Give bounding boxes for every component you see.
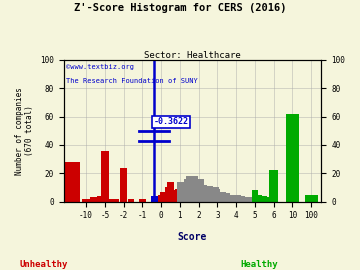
Bar [173, 193, 179, 202]
Bar [239, 196, 245, 202]
Bar [263, 197, 269, 202]
Bar [139, 199, 145, 202]
Bar [120, 168, 127, 202]
Bar [86, 199, 94, 202]
Bar [90, 197, 97, 202]
Bar [261, 196, 267, 202]
Bar [207, 186, 213, 202]
Bar [228, 195, 234, 202]
Bar [267, 197, 273, 202]
Bar [111, 199, 119, 202]
Bar [192, 176, 198, 202]
Bar [250, 197, 256, 202]
Bar [240, 197, 247, 202]
Bar [101, 151, 109, 202]
Bar [235, 195, 241, 202]
Bar [237, 196, 243, 202]
Bar [199, 185, 206, 202]
Text: ©www.textbiz.org: ©www.textbiz.org [66, 64, 134, 70]
X-axis label: Score: Score [178, 231, 207, 241]
Bar [180, 183, 187, 202]
Bar [82, 199, 90, 202]
Text: Z'-Score Histogram for CERS (2016): Z'-Score Histogram for CERS (2016) [74, 3, 286, 13]
Bar [286, 114, 299, 202]
Bar [218, 192, 224, 202]
Y-axis label: Number of companies
(670 total): Number of companies (670 total) [15, 87, 35, 175]
Bar [158, 195, 164, 202]
Bar [97, 196, 105, 202]
Bar [222, 193, 228, 202]
Text: -0.3622: -0.3622 [153, 117, 188, 126]
Bar [203, 186, 209, 202]
Bar [246, 197, 252, 202]
Bar [269, 170, 278, 202]
Bar [220, 192, 226, 202]
Bar [248, 197, 254, 202]
Bar [167, 182, 174, 202]
Bar [184, 179, 190, 202]
Bar [201, 185, 207, 202]
Bar [151, 196, 158, 202]
Bar [208, 189, 215, 202]
Bar [186, 176, 192, 202]
Text: Healthy: Healthy [240, 260, 278, 269]
Bar [190, 182, 196, 202]
Bar [253, 195, 260, 202]
Bar [94, 197, 101, 202]
Bar [195, 180, 202, 202]
Bar [160, 192, 166, 202]
Bar [269, 197, 275, 202]
Bar [163, 192, 170, 202]
Bar [224, 193, 230, 202]
Bar [183, 182, 189, 202]
Bar [233, 196, 239, 202]
Text: The Research Foundation of SUNY: The Research Foundation of SUNY [66, 78, 198, 84]
Bar [108, 199, 115, 202]
Bar [211, 190, 217, 202]
Bar [231, 195, 237, 202]
Bar [175, 189, 181, 202]
Bar [66, 162, 80, 202]
Bar [252, 190, 258, 202]
Bar [162, 193, 168, 202]
Bar [229, 196, 235, 202]
Bar [177, 182, 183, 202]
Bar [256, 195, 262, 202]
Bar [128, 199, 134, 202]
Bar [259, 196, 265, 202]
Bar [188, 180, 194, 202]
Bar [214, 189, 220, 202]
Bar [244, 197, 251, 202]
Bar [216, 192, 222, 202]
Text: Unhealthy: Unhealthy [19, 260, 67, 269]
Bar [194, 179, 200, 202]
Bar [212, 187, 219, 202]
Bar [166, 187, 172, 202]
Bar [257, 196, 264, 202]
Bar [171, 190, 177, 202]
Bar [225, 195, 232, 202]
Bar [242, 197, 248, 202]
Bar [179, 182, 185, 202]
Bar [205, 187, 211, 202]
Bar [305, 195, 318, 202]
Title: Sector: Healthcare: Sector: Healthcare [144, 51, 241, 60]
Bar [169, 190, 175, 202]
Bar [197, 179, 203, 202]
Bar [265, 197, 271, 202]
